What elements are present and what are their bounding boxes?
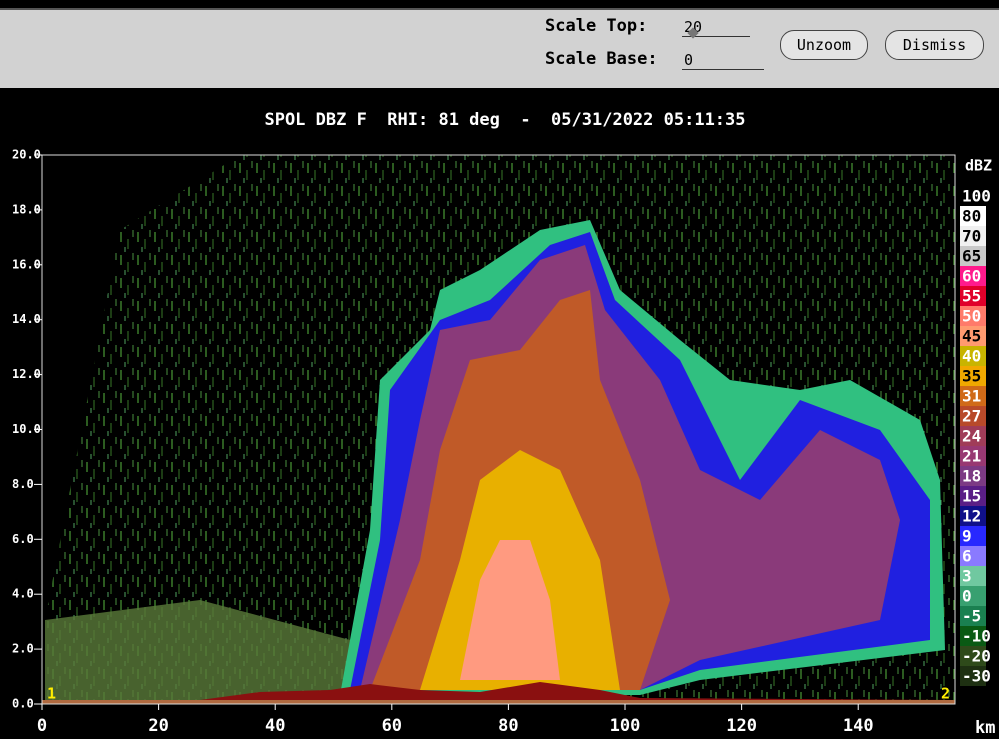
page: Scale Top: 20 Scale Base: 0 Unzoom Dismi… [0,0,999,739]
radar-image [42,155,955,704]
x-tick-label: 20 [148,716,168,736]
radar-display: SPOL DBZ F RHI: 81 deg - 05/31/2022 05:1… [0,0,999,739]
y-tick-label: 4.0 [12,587,34,601]
colorbar-label: 31 [962,387,981,406]
colorbar-label: 0 [962,587,972,606]
x-tick-label: 0 [37,716,47,736]
colorbar-label: -30 [962,667,991,686]
colorbar-label: 40 [962,347,981,366]
colorbar-label: 6 [962,547,972,566]
colorbar-label: 65 [962,247,981,266]
colorbar-label: 55 [962,287,981,306]
x-tick-label: 120 [726,716,757,736]
colorbar-label: 35 [962,367,981,386]
colorbar-label: 27 [962,407,981,426]
x-tick-label: 100 [610,716,641,736]
y-tick-label: 2.0 [12,642,34,656]
y-tick-label: 6.0 [12,532,34,546]
colorbar-label: 21 [962,447,981,466]
colorbar-label: 60 [962,267,981,286]
colorbar-label: -10 [962,627,991,646]
colorbar-label: 3 [962,567,972,586]
colorbar-label: 18 [962,467,981,486]
colorbar-label: 12 [962,507,981,526]
colorbar-label: 45 [962,327,981,346]
colorbar-label: 15 [962,487,981,506]
x-tick-label: 60 [382,716,402,736]
colorbar-unit: dBZ [965,157,992,175]
colorbar-label: 70 [962,227,981,246]
colorbar-label: 50 [962,307,981,326]
colorbar-label: 24 [962,427,981,446]
x-tick-label: 80 [498,716,518,736]
colorbar-label: 100 [962,187,991,206]
corner-label: 1 [47,685,56,703]
colorbar-label: -20 [962,647,991,666]
y-tick-label: 8.0 [12,477,34,491]
corner-label: 2 [941,685,950,703]
colorbar-label: 80 [962,207,981,226]
colorbar-label: 9 [962,527,972,546]
colorbar-label: -5 [962,607,981,626]
x-tick-label: 40 [265,716,285,736]
plot-title: SPOL DBZ F RHI: 81 deg - 05/31/2022 05:1… [264,110,745,130]
x-axis-label: km [975,718,995,738]
x-tick-label: 140 [843,716,874,736]
y-tick-label: 0.0 [12,697,34,711]
